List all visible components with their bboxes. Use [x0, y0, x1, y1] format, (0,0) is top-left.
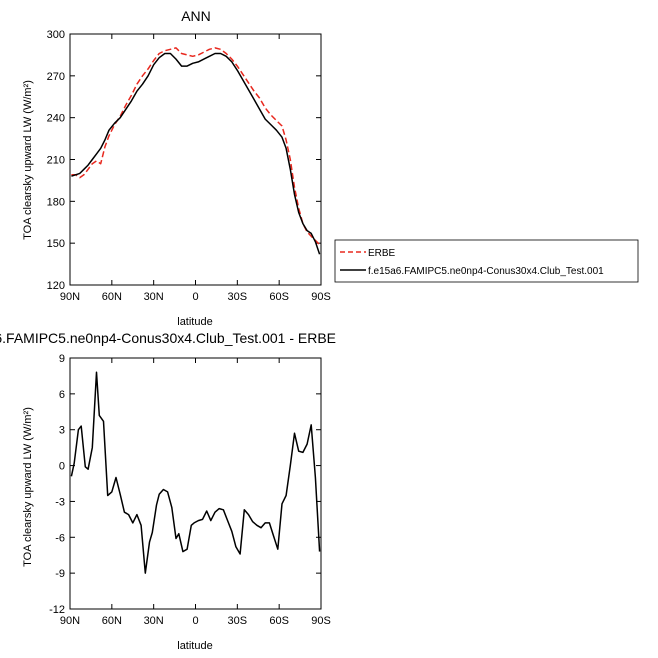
top-series-layer	[71, 47, 321, 255]
top-y-tick-label: 270	[47, 71, 65, 83]
bottom-x-tick-label: 30S	[228, 615, 248, 627]
top-y-tick-label: 300	[47, 29, 65, 41]
top-series-line-1	[71, 52, 321, 255]
panel-bottom: f.e15a6.FAMIPC5.ne0np4-Conus30x4.Club_Te…	[0, 330, 336, 652]
bottom-y-tick-label: 9	[59, 353, 65, 365]
top-x-tick-label: 90N	[60, 291, 80, 303]
bottom-series-line-0	[70, 371, 321, 574]
bottom-y-tick-label: 3	[59, 425, 65, 437]
panel-top: ANN 90N 60N 30N 0 30S 60S 90S 120 150 180 210 240 27…	[22, 8, 639, 328]
legend-label-erbe: ERBE	[368, 248, 396, 259]
top-x-tick-label: 30S	[228, 291, 248, 303]
top-series-line-0	[71, 47, 321, 246]
top-x-tick-label: 60S	[269, 291, 289, 303]
top-panel-title: ANN	[181, 8, 211, 24]
top-plot-frame	[69, 33, 322, 286]
top-y-tick-label: 210	[47, 155, 65, 167]
bottom-panel-title: f.e15a6.FAMIPC5.ne0np4-Conus30x4.Club_Te…	[0, 330, 336, 346]
top-y-tick-label: 240	[47, 113, 65, 125]
top-y-tick-label: 150	[47, 238, 65, 250]
bottom-series-layer	[70, 371, 321, 574]
bottom-x-tick-label: 60N	[102, 615, 122, 627]
bottom-y-tick-label: 0	[59, 461, 65, 473]
bottom-x-tick-label: 30N	[144, 615, 164, 627]
top-y-tick-label: 120	[47, 280, 65, 292]
bottom-x-tick-label: 0	[192, 615, 198, 627]
bottom-y-tick-label: -12	[49, 604, 65, 616]
legend-box	[334, 239, 639, 283]
bottom-x-tick-label: 90S	[311, 615, 331, 627]
bottom-y-tick-label: 6	[59, 389, 65, 401]
bottom-y-tick-label: -3	[55, 496, 65, 508]
bottom-x-tick-label: 60S	[269, 615, 289, 627]
legend-label-model: f.e15a6.FAMIPC5.ne0np4-Conus30x4.Club_Te…	[368, 266, 604, 277]
top-y-tick-label: 180	[47, 196, 65, 208]
bottom-x-tick-label: 90N	[60, 615, 80, 627]
top-x-tick-label: 60N	[102, 291, 122, 303]
top-x-axis-label: latitude	[177, 316, 212, 328]
bottom-y-tick-label: -6	[55, 532, 65, 544]
top-x-tick-label: 0	[192, 291, 198, 303]
bottom-axis-ticks: 90N 60N 30N 0 30S 60S 90S -12 -9 -6 -3 0 3 6 9	[49, 353, 331, 627]
top-y-axis-label: TOA clearsky upward LW (W/m²)	[22, 80, 34, 240]
top-x-tick-label: 90S	[311, 291, 331, 303]
bottom-x-axis-label: latitude	[177, 640, 212, 652]
legend: ERBE f.e15a6.FAMIPC5.ne0np4-Conus30x4.Cl…	[334, 239, 639, 283]
top-x-tick-label: 30N	[144, 291, 164, 303]
bottom-y-axis-label: TOA clearsky upward LW (W/m²)	[22, 407, 34, 567]
bottom-y-tick-label: -9	[55, 568, 65, 580]
top-axis-ticks: 90N 60N 30N 0 30S 60S 90S 120 150 180 210 240 270 300	[47, 29, 331, 303]
